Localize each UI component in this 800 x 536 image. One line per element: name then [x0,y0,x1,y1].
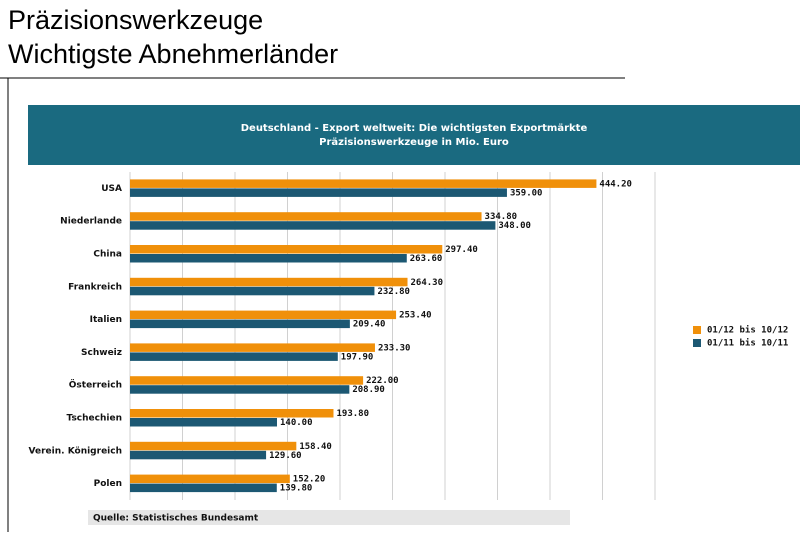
bar [130,385,350,394]
value-label: 158.40 [299,442,332,452]
y-tick-label: Tschechien [67,414,123,424]
bar [130,450,267,460]
bar [130,343,375,352]
source: Quelle: Statistisches Bundesamt [93,514,259,524]
y-tick-label: Polen [94,479,122,489]
bar [130,441,297,451]
value-label: 253.40 [399,311,432,321]
value-label: 233.30 [378,343,411,353]
legend-swatch [693,339,701,347]
y-tick-label: USA [101,184,122,194]
slide-title: Wichtigste Abnehmerländer [8,39,338,69]
bar [130,188,507,197]
value-label: 263.60 [410,254,443,264]
legend-swatch [693,326,701,334]
bar [130,310,397,320]
bar [130,286,375,296]
value-label: 297.40 [445,245,478,255]
value-label: 208.90 [352,385,385,395]
legend-label: 01/11 bis 10/11 [707,338,788,349]
y-tick-label: China [93,250,122,260]
bar [130,376,364,385]
value-label: 232.80 [377,287,410,297]
value-label: 139.80 [280,484,313,494]
bar [130,245,443,254]
value-label: 334.80 [485,212,518,222]
bar [130,352,338,361]
value-label: 209.40 [353,320,386,330]
y-tick-label: Frankreich [68,282,122,292]
value-label: 222.00 [366,376,399,386]
chart-header [28,105,800,165]
y-tick-label: Österreich [69,380,122,391]
value-label: 359.00 [510,188,543,198]
bar [130,319,350,329]
bar [130,212,482,221]
value-label: 193.80 [336,409,369,419]
value-label: 197.90 [341,352,374,362]
value-label: 348.00 [498,221,531,231]
bar [130,483,277,493]
value-label: 152.20 [293,475,326,485]
bar [130,409,334,418]
y-tick-label: Schweiz [81,348,122,358]
chart-title: Deutschland - Export weltweit: Die wicht… [241,123,588,134]
legend-label: 01/12 bis 10/12 [707,325,788,336]
source-box [88,510,570,525]
value-label: 129.60 [269,451,302,461]
bar [130,418,277,427]
y-tick-label: Verein. Königreich [29,446,122,456]
bar [130,254,407,263]
value-label: 264.30 [411,278,444,288]
bar [130,221,496,230]
y-tick-label: Italien [90,315,122,325]
slide-title: Präzisionswerkzeuge [8,5,263,35]
y-tick-label: Niederlande [60,217,122,227]
value-label: 140.00 [280,418,313,428]
bar [130,179,597,188]
chart-title: Präzisionswerkzeuge in Mio. Euro [319,137,509,148]
value-label: 444.20 [599,179,632,189]
bar [130,277,408,287]
bar [130,474,290,484]
